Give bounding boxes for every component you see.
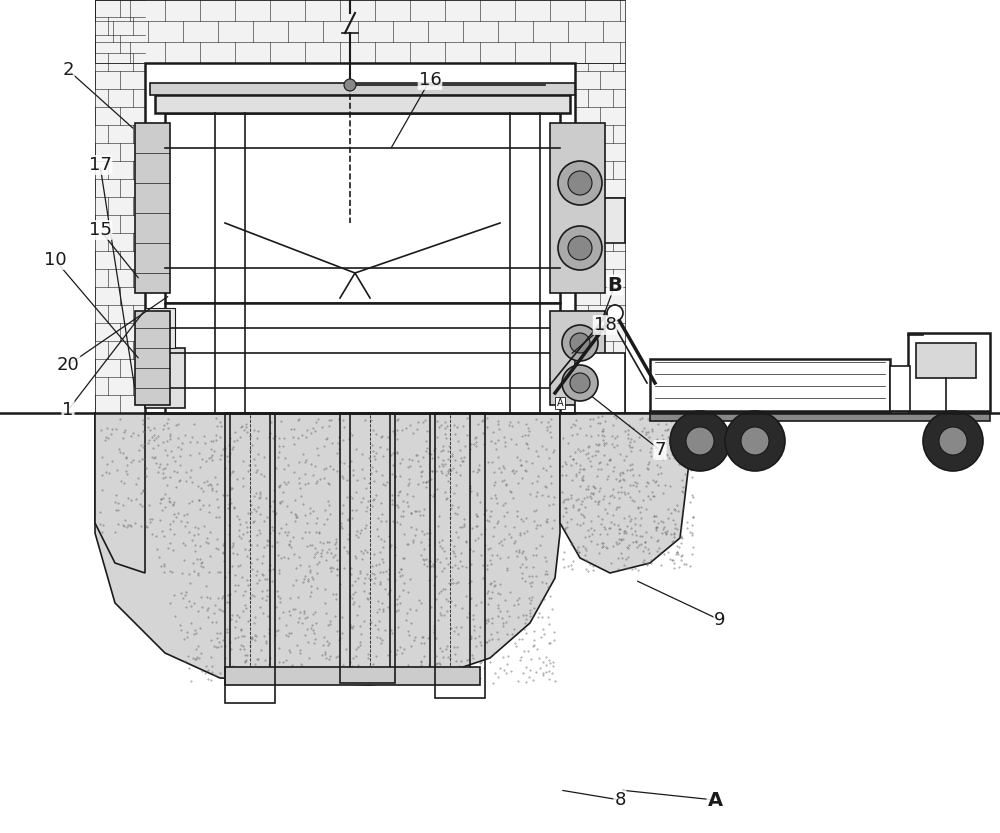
- Polygon shape: [95, 413, 145, 573]
- Circle shape: [344, 79, 356, 91]
- Polygon shape: [95, 413, 560, 685]
- Bar: [145, 348, 185, 408]
- Circle shape: [607, 305, 623, 321]
- Text: 9: 9: [714, 611, 726, 629]
- Text: 18: 18: [594, 316, 616, 334]
- Circle shape: [568, 171, 592, 195]
- Bar: [165, 303, 560, 413]
- Circle shape: [570, 333, 590, 353]
- Text: 17: 17: [89, 156, 111, 174]
- Circle shape: [686, 427, 714, 455]
- Circle shape: [923, 411, 983, 471]
- Bar: [135, 123, 170, 293]
- Text: B: B: [608, 276, 622, 295]
- Text: 10: 10: [44, 251, 66, 269]
- Bar: [145, 308, 175, 348]
- Circle shape: [568, 236, 592, 260]
- Bar: [575, 198, 625, 243]
- Text: 2: 2: [62, 61, 74, 79]
- Bar: [225, 667, 480, 685]
- Bar: [95, 0, 145, 413]
- Bar: [575, 63, 625, 413]
- Bar: [135, 311, 170, 405]
- Circle shape: [558, 226, 602, 270]
- Bar: [650, 411, 990, 421]
- Text: A: A: [557, 398, 563, 408]
- Text: 1: 1: [62, 401, 74, 419]
- Bar: [550, 123, 605, 293]
- Circle shape: [725, 411, 785, 471]
- Bar: [95, 0, 625, 63]
- Bar: [225, 413, 275, 703]
- Bar: [916, 343, 976, 378]
- Circle shape: [670, 411, 730, 471]
- Bar: [550, 311, 605, 405]
- Bar: [435, 413, 485, 698]
- Circle shape: [939, 427, 967, 455]
- Circle shape: [558, 161, 602, 205]
- Bar: [340, 413, 395, 683]
- Bar: [150, 83, 575, 95]
- Circle shape: [562, 365, 598, 401]
- Circle shape: [562, 325, 598, 361]
- Text: 15: 15: [89, 221, 111, 239]
- Bar: [155, 95, 570, 113]
- Polygon shape: [560, 413, 695, 573]
- Circle shape: [570, 373, 590, 393]
- Bar: [145, 63, 575, 413]
- Bar: [165, 113, 560, 303]
- Bar: [890, 366, 910, 411]
- Bar: [650, 359, 890, 411]
- Text: 7: 7: [654, 441, 666, 459]
- Circle shape: [741, 427, 769, 455]
- Text: 8: 8: [614, 791, 626, 809]
- Text: A: A: [707, 791, 723, 810]
- Text: 16: 16: [419, 71, 441, 89]
- Bar: [575, 353, 625, 413]
- Text: 20: 20: [57, 356, 79, 374]
- Bar: [908, 333, 990, 411]
